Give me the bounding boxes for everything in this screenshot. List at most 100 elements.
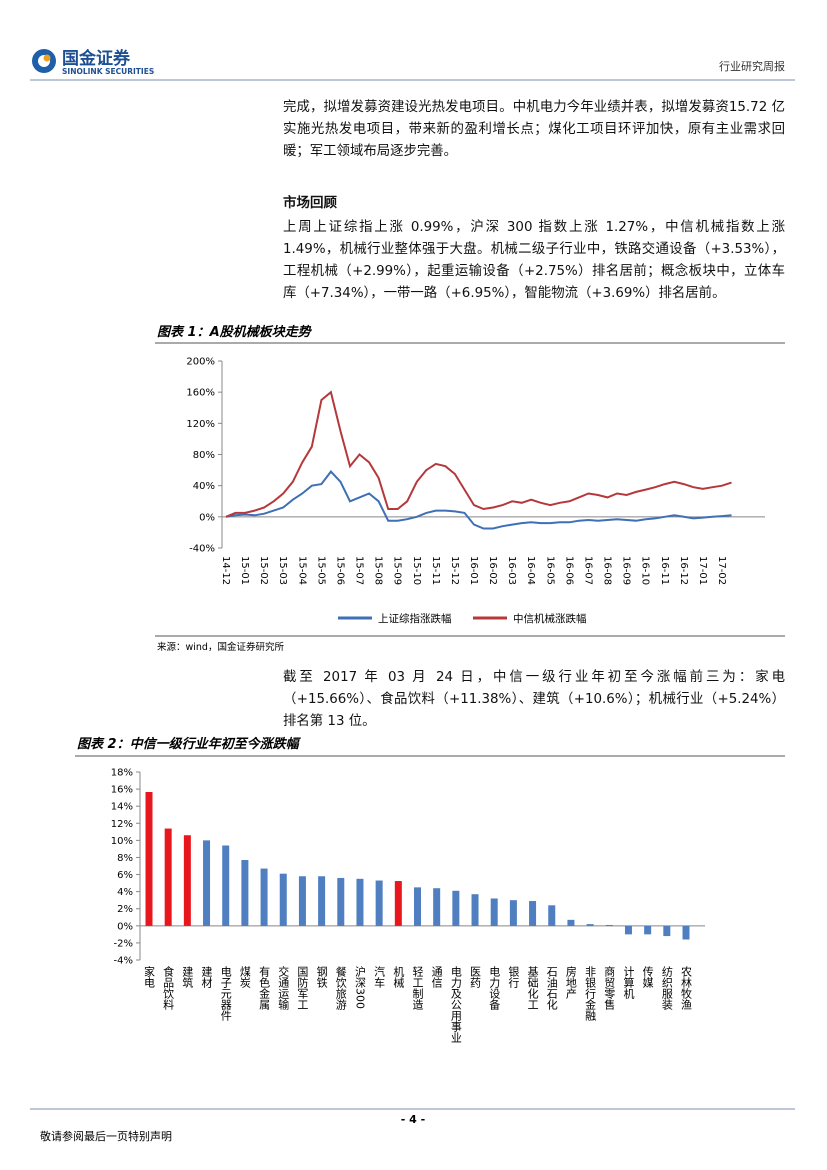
x-tick-label: 15-05 — [315, 556, 326, 585]
x-tick-label: 15-07 — [354, 556, 365, 585]
y-tick-label: -2% — [114, 938, 133, 949]
bar — [509, 900, 517, 926]
bar — [375, 880, 383, 926]
paragraph: 完成，拟增发募资建设光热发电项目。中机电力今年业绩并表，拟增发募资15.72 亿… — [283, 100, 785, 159]
chart-title: 图表 1：A股机械板块走势 — [157, 324, 313, 340]
x-tick-label: 15-08 — [373, 556, 384, 585]
bar — [490, 898, 498, 926]
x-tick-label: 餐饮旅游 — [334, 965, 347, 1010]
x-tick-label: 15-10 — [411, 556, 422, 585]
y-tick-label: 40% — [193, 481, 215, 492]
x-tick-label: 交通运输 — [277, 965, 290, 1011]
bar — [145, 791, 153, 926]
bar — [644, 925, 652, 935]
x-tick-label: 建筑 — [181, 965, 194, 988]
x-tick-label: 商贸零售 — [603, 965, 616, 1011]
x-tick-label: 14-12 — [220, 556, 231, 585]
x-tick-label: 非银行金融 — [584, 966, 597, 1022]
x-tick-label: 国防军工 — [296, 966, 309, 1010]
disclaimer: 敬请参阅最后一页特别声明 — [40, 1129, 172, 1143]
bar — [394, 881, 402, 926]
x-tick-label: 16-12 — [678, 556, 689, 585]
x-tick-label: 16-10 — [640, 556, 651, 585]
caption-bar — [155, 320, 785, 342]
bar — [260, 868, 268, 926]
y-tick-label: 18% — [111, 768, 133, 779]
bar — [682, 925, 690, 940]
logo-icon — [43, 54, 51, 62]
bar — [605, 924, 613, 926]
x-tick-label: 17-01 — [697, 556, 708, 585]
x-tick-label: 汽车 — [373, 965, 386, 989]
bar — [183, 835, 191, 926]
bar — [356, 878, 364, 926]
x-tick-label: 16-08 — [602, 556, 613, 585]
bar — [414, 887, 421, 926]
y-tick-label: 10% — [111, 836, 133, 847]
x-tick-label: 有色金属 — [258, 965, 271, 1011]
y-tick-label: 4% — [117, 887, 133, 898]
x-tick-label: 15-01 — [239, 556, 250, 585]
x-tick-label: 电力及公用事业 — [449, 966, 462, 1043]
y-tick-label: 80% — [193, 450, 215, 461]
x-tick-label: 15-03 — [277, 556, 288, 585]
x-tick-label: 石油石化 — [545, 966, 558, 1011]
x-tick-label: 15-12 — [449, 556, 460, 585]
x-tick-label: 银行 — [507, 965, 520, 989]
bar — [203, 840, 211, 926]
bar — [433, 888, 441, 926]
y-tick-label: 160% — [186, 388, 215, 399]
bar — [663, 925, 671, 937]
x-tick-label: 通信 — [430, 966, 443, 989]
x-tick-label: 医药 — [469, 966, 482, 989]
x-tick-label: 16-06 — [563, 556, 574, 585]
bar — [164, 828, 172, 926]
bar — [624, 925, 632, 935]
x-tick-label: 15-02 — [258, 556, 269, 585]
x-tick-label: 计算机 — [622, 966, 635, 999]
bar — [529, 901, 537, 926]
series-line — [225, 470, 732, 530]
x-tick-label: 基础化工 — [526, 966, 539, 1010]
bar — [471, 894, 479, 926]
bar — [567, 919, 575, 926]
y-tick-label: 14% — [111, 802, 133, 813]
bar — [586, 924, 594, 926]
bar — [222, 845, 230, 926]
y-tick-label: 2% — [117, 904, 133, 915]
bar — [337, 877, 345, 926]
x-tick-label: 16-05 — [544, 556, 555, 585]
x-tick-label: 16-02 — [487, 556, 498, 585]
x-tick-label: 沪深300 — [353, 965, 366, 1009]
y-tick-label: 16% — [111, 785, 133, 796]
paragraph: 截至 2017 年 03 月 24 日，中信一级行业年初至今涨幅前三为：家电（+… — [283, 670, 785, 729]
x-tick-label: 轻工制造 — [411, 965, 424, 1010]
x-tick-label: 食品饮料 — [162, 965, 175, 1011]
x-tick-label: 纺织服装 — [660, 965, 673, 1011]
x-tick-label: 家电 — [143, 965, 156, 988]
x-tick-label: 机械 — [392, 965, 405, 989]
paragraph: 上周上证综指上涨 0.99%，沪深 300 指数上涨 1.27%，中信机械指数上… — [283, 220, 785, 301]
bar — [279, 873, 287, 926]
x-tick-label: 16-09 — [621, 556, 632, 585]
logo-text: 国金证券 — [62, 48, 131, 69]
y-tick-label: 200% — [186, 357, 215, 368]
x-tick-label: 电子元器件 — [219, 966, 232, 1022]
y-tick-label: 8% — [117, 853, 133, 864]
y-tick-label: 120% — [186, 419, 215, 430]
legend-label: 中信机械涨跌幅 — [513, 612, 587, 625]
x-tick-label: 16-11 — [659, 556, 670, 585]
series-line — [225, 390, 732, 518]
y-tick-label: -4% — [114, 956, 133, 967]
x-tick-label: 16-07 — [582, 556, 593, 585]
x-tick-label: 16-03 — [506, 556, 517, 585]
x-tick-label: 传媒 — [641, 966, 654, 989]
page-number: - 4 - — [401, 1113, 425, 1126]
chart-title: 图表 2：中信一级行业年初至今涨跌幅 — [77, 736, 302, 752]
x-tick-label: 15-06 — [334, 556, 345, 585]
x-tick-label: 15-04 — [296, 556, 307, 585]
x-tick-label: 农林牧渔 — [680, 965, 693, 1011]
x-tick-label: 16-01 — [468, 556, 479, 585]
